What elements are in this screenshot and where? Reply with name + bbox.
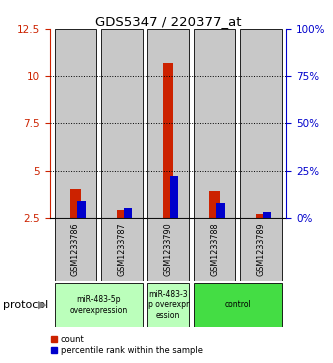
Bar: [70, 189, 81, 218]
Bar: [101, 29, 143, 218]
Text: miR-483-3
p overexpr
ession: miR-483-3 p overexpr ession: [148, 290, 189, 320]
Bar: [209, 191, 220, 218]
Bar: [194, 29, 235, 218]
Bar: [147, 283, 189, 327]
Text: GSM1233789: GSM1233789: [256, 223, 265, 276]
Text: ▶: ▶: [38, 300, 47, 310]
Text: miR-483-5p
overexpression: miR-483-5p overexpression: [70, 295, 128, 315]
Text: GSM1233787: GSM1233787: [117, 223, 126, 276]
Bar: [216, 203, 225, 218]
Legend: count, percentile rank within the sample: count, percentile rank within the sample: [48, 331, 206, 358]
Text: GSM1233790: GSM1233790: [164, 223, 173, 276]
Bar: [263, 212, 271, 218]
Bar: [194, 218, 235, 281]
Text: GSM1233786: GSM1233786: [71, 223, 80, 276]
Text: protocol: protocol: [3, 300, 49, 310]
Bar: [77, 201, 86, 218]
Bar: [147, 29, 189, 218]
Bar: [240, 29, 282, 218]
Bar: [101, 218, 143, 281]
Bar: [55, 283, 143, 327]
Bar: [256, 214, 266, 218]
Bar: [194, 283, 282, 327]
Bar: [163, 63, 173, 218]
Bar: [170, 176, 178, 218]
Text: GSM1233788: GSM1233788: [210, 223, 219, 276]
Bar: [240, 218, 282, 281]
Bar: [117, 210, 127, 218]
Text: control: control: [224, 301, 251, 309]
Bar: [147, 218, 189, 281]
Bar: [55, 218, 96, 281]
Title: GDS5347 / 220377_at: GDS5347 / 220377_at: [95, 15, 241, 28]
Bar: [55, 29, 96, 218]
Bar: [124, 208, 132, 218]
